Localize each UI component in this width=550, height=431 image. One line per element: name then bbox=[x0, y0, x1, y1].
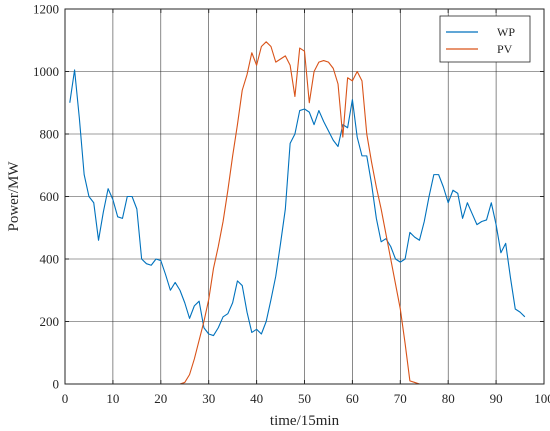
x-tick-label: 50 bbox=[298, 391, 311, 406]
x-tick-label: 0 bbox=[62, 391, 69, 406]
x-tick-label: 20 bbox=[154, 391, 167, 406]
x-tick-label: 40 bbox=[250, 391, 263, 406]
grid-lines bbox=[65, 9, 544, 384]
x-tick-label: 80 bbox=[442, 391, 455, 406]
x-axis-title: time/15min bbox=[270, 413, 340, 429]
x-tick-label: 30 bbox=[202, 391, 215, 406]
axis-ticks bbox=[64, 8, 545, 385]
legend-label-wp: WP bbox=[497, 25, 515, 39]
legend-label-pv: PV bbox=[497, 42, 513, 56]
y-tick-label: 800 bbox=[40, 127, 60, 142]
y-tick-label: 1000 bbox=[33, 64, 59, 79]
y-tick-label: 1200 bbox=[33, 2, 59, 17]
x-tick-label: 70 bbox=[394, 391, 407, 406]
y-tick-label: 600 bbox=[40, 189, 60, 204]
axis-tick-labels: 0102030405060708090100020040060080010001… bbox=[33, 2, 550, 407]
x-tick-label: 100 bbox=[534, 391, 550, 406]
y-tick-label: 200 bbox=[40, 314, 60, 329]
y-tick-label: 0 bbox=[53, 377, 60, 392]
x-tick-label: 90 bbox=[490, 391, 503, 406]
x-tick-label: 10 bbox=[106, 391, 119, 406]
legend-box bbox=[439, 15, 531, 63]
x-tick-label: 60 bbox=[346, 391, 359, 406]
y-tick-label: 400 bbox=[40, 252, 60, 267]
y-axis-title: Power/MW bbox=[6, 161, 22, 232]
series-line-wp bbox=[69, 69, 526, 337]
legend: WP PV bbox=[439, 15, 531, 63]
